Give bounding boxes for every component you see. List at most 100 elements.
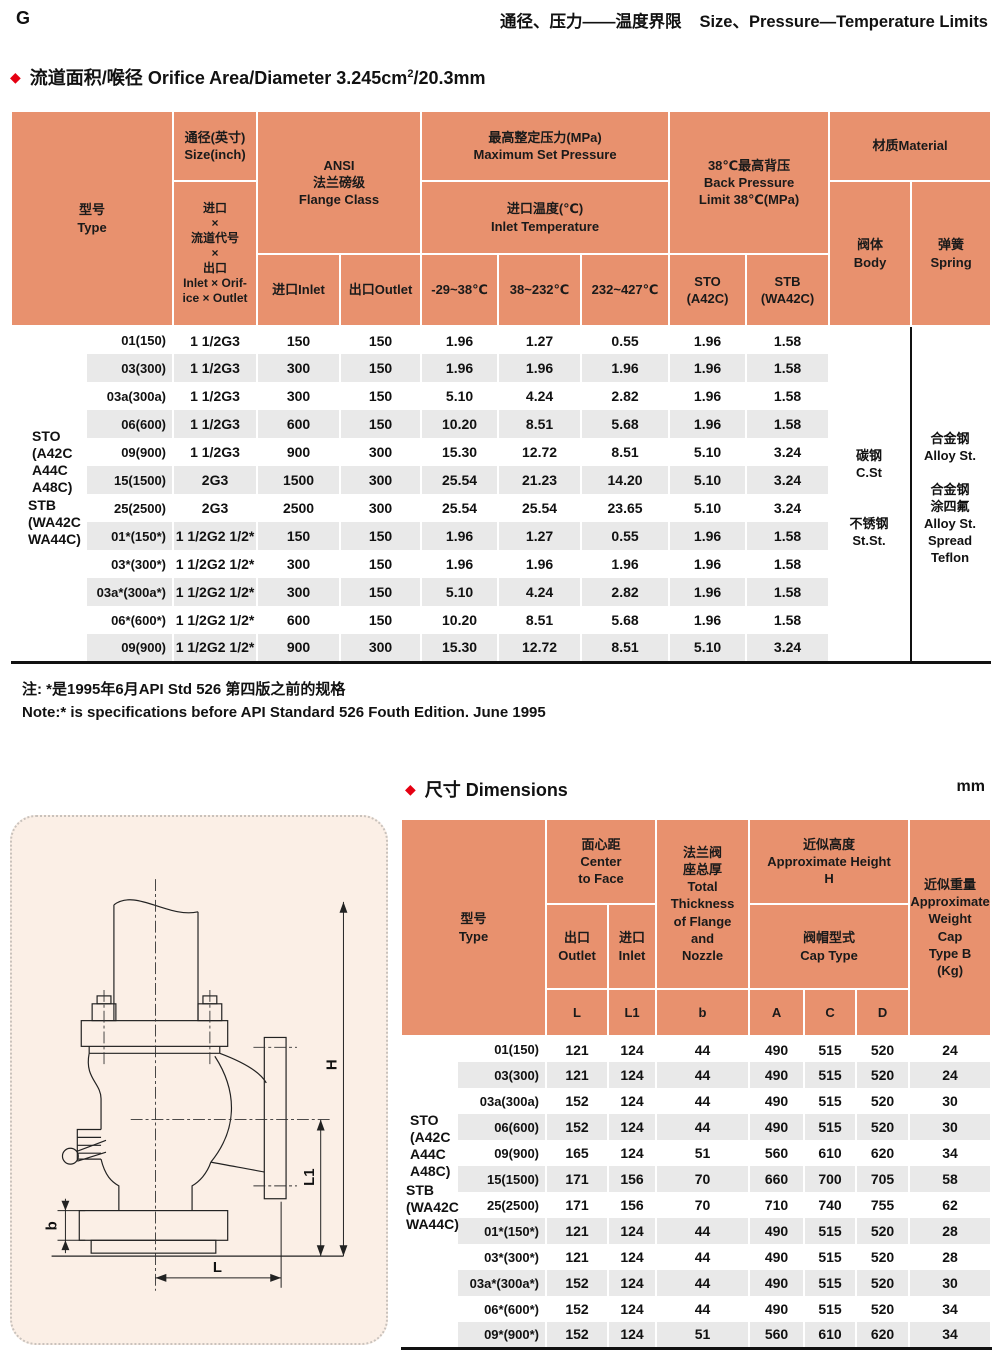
cell-A: 660 [748, 1166, 806, 1192]
cell-outlet: 150 [339, 606, 423, 634]
footnote-en: Note:* is specifications before API Stan… [22, 704, 546, 721]
th-approx-weight: 近似重量 Approximate Weight Cap Type B (Kg) [908, 818, 993, 1037]
cell-t3: 1.96 [580, 550, 671, 578]
cell-t3: 1.96 [580, 354, 671, 382]
cell-D: 520 [855, 1218, 911, 1244]
spacer-cell-plain [401, 1062, 457, 1088]
spacer-cell-body [829, 466, 912, 494]
cell-A: 490 [748, 1296, 806, 1322]
cell-type: 09(900) [84, 634, 175, 662]
cell-D: 620 [855, 1322, 911, 1348]
spacer-cell-spring [910, 438, 992, 466]
spacer-cell-plain [401, 1192, 457, 1218]
spacer-cell-plain [11, 494, 86, 522]
cell-type: 06*(600*) [84, 606, 175, 634]
cell-inlet: 300 [256, 382, 342, 410]
cell-type: 25(2500) [84, 494, 175, 522]
cell-type: 09(900) [84, 438, 175, 466]
cell-t3: 0.55 [580, 326, 671, 354]
cell-outlet: 150 [339, 326, 423, 354]
table-row: 09(900) 1 1/2G2 1/2* 900 300 15.30 12.72 8.51 5… [11, 634, 992, 662]
orifice-title-en: Orifice Area/Diameter [147, 68, 332, 88]
cell-inlet: 300 [256, 578, 342, 606]
cell-type: 03a(300a) [84, 382, 175, 410]
cell-A: 710 [748, 1192, 806, 1218]
cell-size: 1 1/2G3 [172, 410, 259, 438]
cell-t1: 1.96 [420, 522, 500, 550]
cell-t2: 1.96 [497, 550, 583, 578]
th-col-b: b [655, 988, 751, 1037]
th-inlet-temperature: 进口温度(℃) Inlet Temperature [420, 180, 671, 255]
spacer-cell-body [829, 550, 912, 578]
cell-L: 152 [545, 1114, 610, 1140]
cell-L: 121 [545, 1062, 610, 1088]
pressure-temperature-table: 型号 Type 通径(英寸) Size(inch) ANSI 法兰磅级 Flan… [9, 110, 993, 664]
table-row: 15(1500) 171 156 70 660 700 705 58 [401, 1166, 993, 1192]
cell-size: 2G3 [172, 494, 259, 522]
th-back-pressure: 38℃最高背压 Back Pressure Limit 38℃(MPa) [668, 110, 831, 255]
th-temp-range-3: 232~427℃ [580, 253, 671, 327]
spacer-cell-plain [401, 1322, 457, 1348]
cell-W: 30 [908, 1114, 993, 1140]
cell-stb: 1.58 [745, 382, 831, 410]
cell-D: 705 [855, 1166, 911, 1192]
cell-inlet: 1500 [256, 466, 342, 494]
cell-type: 09(900) [455, 1140, 548, 1166]
spacer-cell-body [829, 522, 912, 550]
cell-L1: 124 [607, 1036, 658, 1062]
th-size: 通径(英寸) Size(inch) [172, 110, 259, 182]
cell-stb: 1.58 [745, 354, 831, 382]
cell-inlet: 600 [256, 606, 342, 634]
th-body: 阀体 Body [828, 180, 913, 327]
th-dim-type: 型号 Type [399, 818, 548, 1037]
cell-inlet: 900 [256, 634, 342, 662]
cell-stb: 3.24 [745, 494, 831, 522]
spacer-cell-plain [11, 578, 86, 606]
cell-W: 34 [908, 1322, 993, 1348]
dimensions-unit: mm [956, 778, 985, 795]
spacer-cell-plain [401, 1166, 457, 1192]
spacer-cell-body [829, 410, 912, 438]
spacer-cell-plain [11, 354, 86, 382]
orifice-value-sup: 2 [407, 68, 414, 80]
cell-W: 24 [908, 1036, 993, 1062]
cell-D: 520 [855, 1270, 911, 1296]
table-row: 03a*(300a*) 152 124 44 490 515 520 30 [401, 1270, 993, 1296]
spacer-cell-plain [11, 326, 86, 354]
cell-C: 515 [803, 1036, 858, 1062]
cell-b: 44 [655, 1218, 751, 1244]
cell-type: 03*(300*) [455, 1244, 548, 1270]
th-col-L1: L1 [607, 988, 658, 1037]
cell-t2: 8.51 [497, 606, 583, 634]
spacer-cell-plain [11, 438, 86, 466]
cell-t1: 1.96 [420, 354, 500, 382]
th-flange-class: ANSI 法兰磅级 Flange Class [256, 110, 423, 255]
table-row: 01(150) 1 1/2G3 150 150 1.96 1.27 0.55 1.96 1.58 [11, 326, 992, 354]
cell-A: 490 [748, 1062, 806, 1088]
cell-D: 520 [855, 1036, 911, 1062]
diamond-icon: ◆ [405, 781, 416, 797]
spacer-cell-spring [910, 522, 992, 550]
table-row: 03*(300*) 121 124 44 490 515 520 28 [401, 1244, 993, 1270]
table-row: 06(600) 1 1/2G3 600 150 10.20 8.51 5.68 1.96 1.5… [11, 410, 992, 438]
cell-t2: 12.72 [497, 438, 583, 466]
cell-type: 25(2500) [455, 1192, 548, 1218]
cell-C: 610 [803, 1322, 858, 1348]
cell-size: 1 1/2G3 [172, 382, 259, 410]
cell-W: 34 [908, 1296, 993, 1322]
cell-A: 490 [748, 1088, 806, 1114]
spacer-cell-plain [11, 466, 86, 494]
cell-outlet: 150 [339, 382, 423, 410]
dim-group-label-sto: STO (A42C A44C A48C) [410, 1112, 451, 1179]
cell-t2: 4.24 [497, 578, 583, 606]
spacer-cell-plain [401, 1244, 457, 1270]
cell-C: 515 [803, 1114, 858, 1140]
row-group-label-sto: STO (A42C A44C A48C) [32, 428, 73, 495]
cell-L: 171 [545, 1166, 610, 1192]
spacer-cell-plain [11, 382, 86, 410]
orifice-value: 3.245cm [336, 68, 408, 88]
cell-type: 03(300) [84, 354, 175, 382]
dimensions-table-body: 01(150) 121 124 44 490 515 520 24 03(300) 121 124 4… [401, 1036, 993, 1348]
cell-inlet: 150 [256, 326, 342, 354]
cell-D: 520 [855, 1296, 911, 1322]
